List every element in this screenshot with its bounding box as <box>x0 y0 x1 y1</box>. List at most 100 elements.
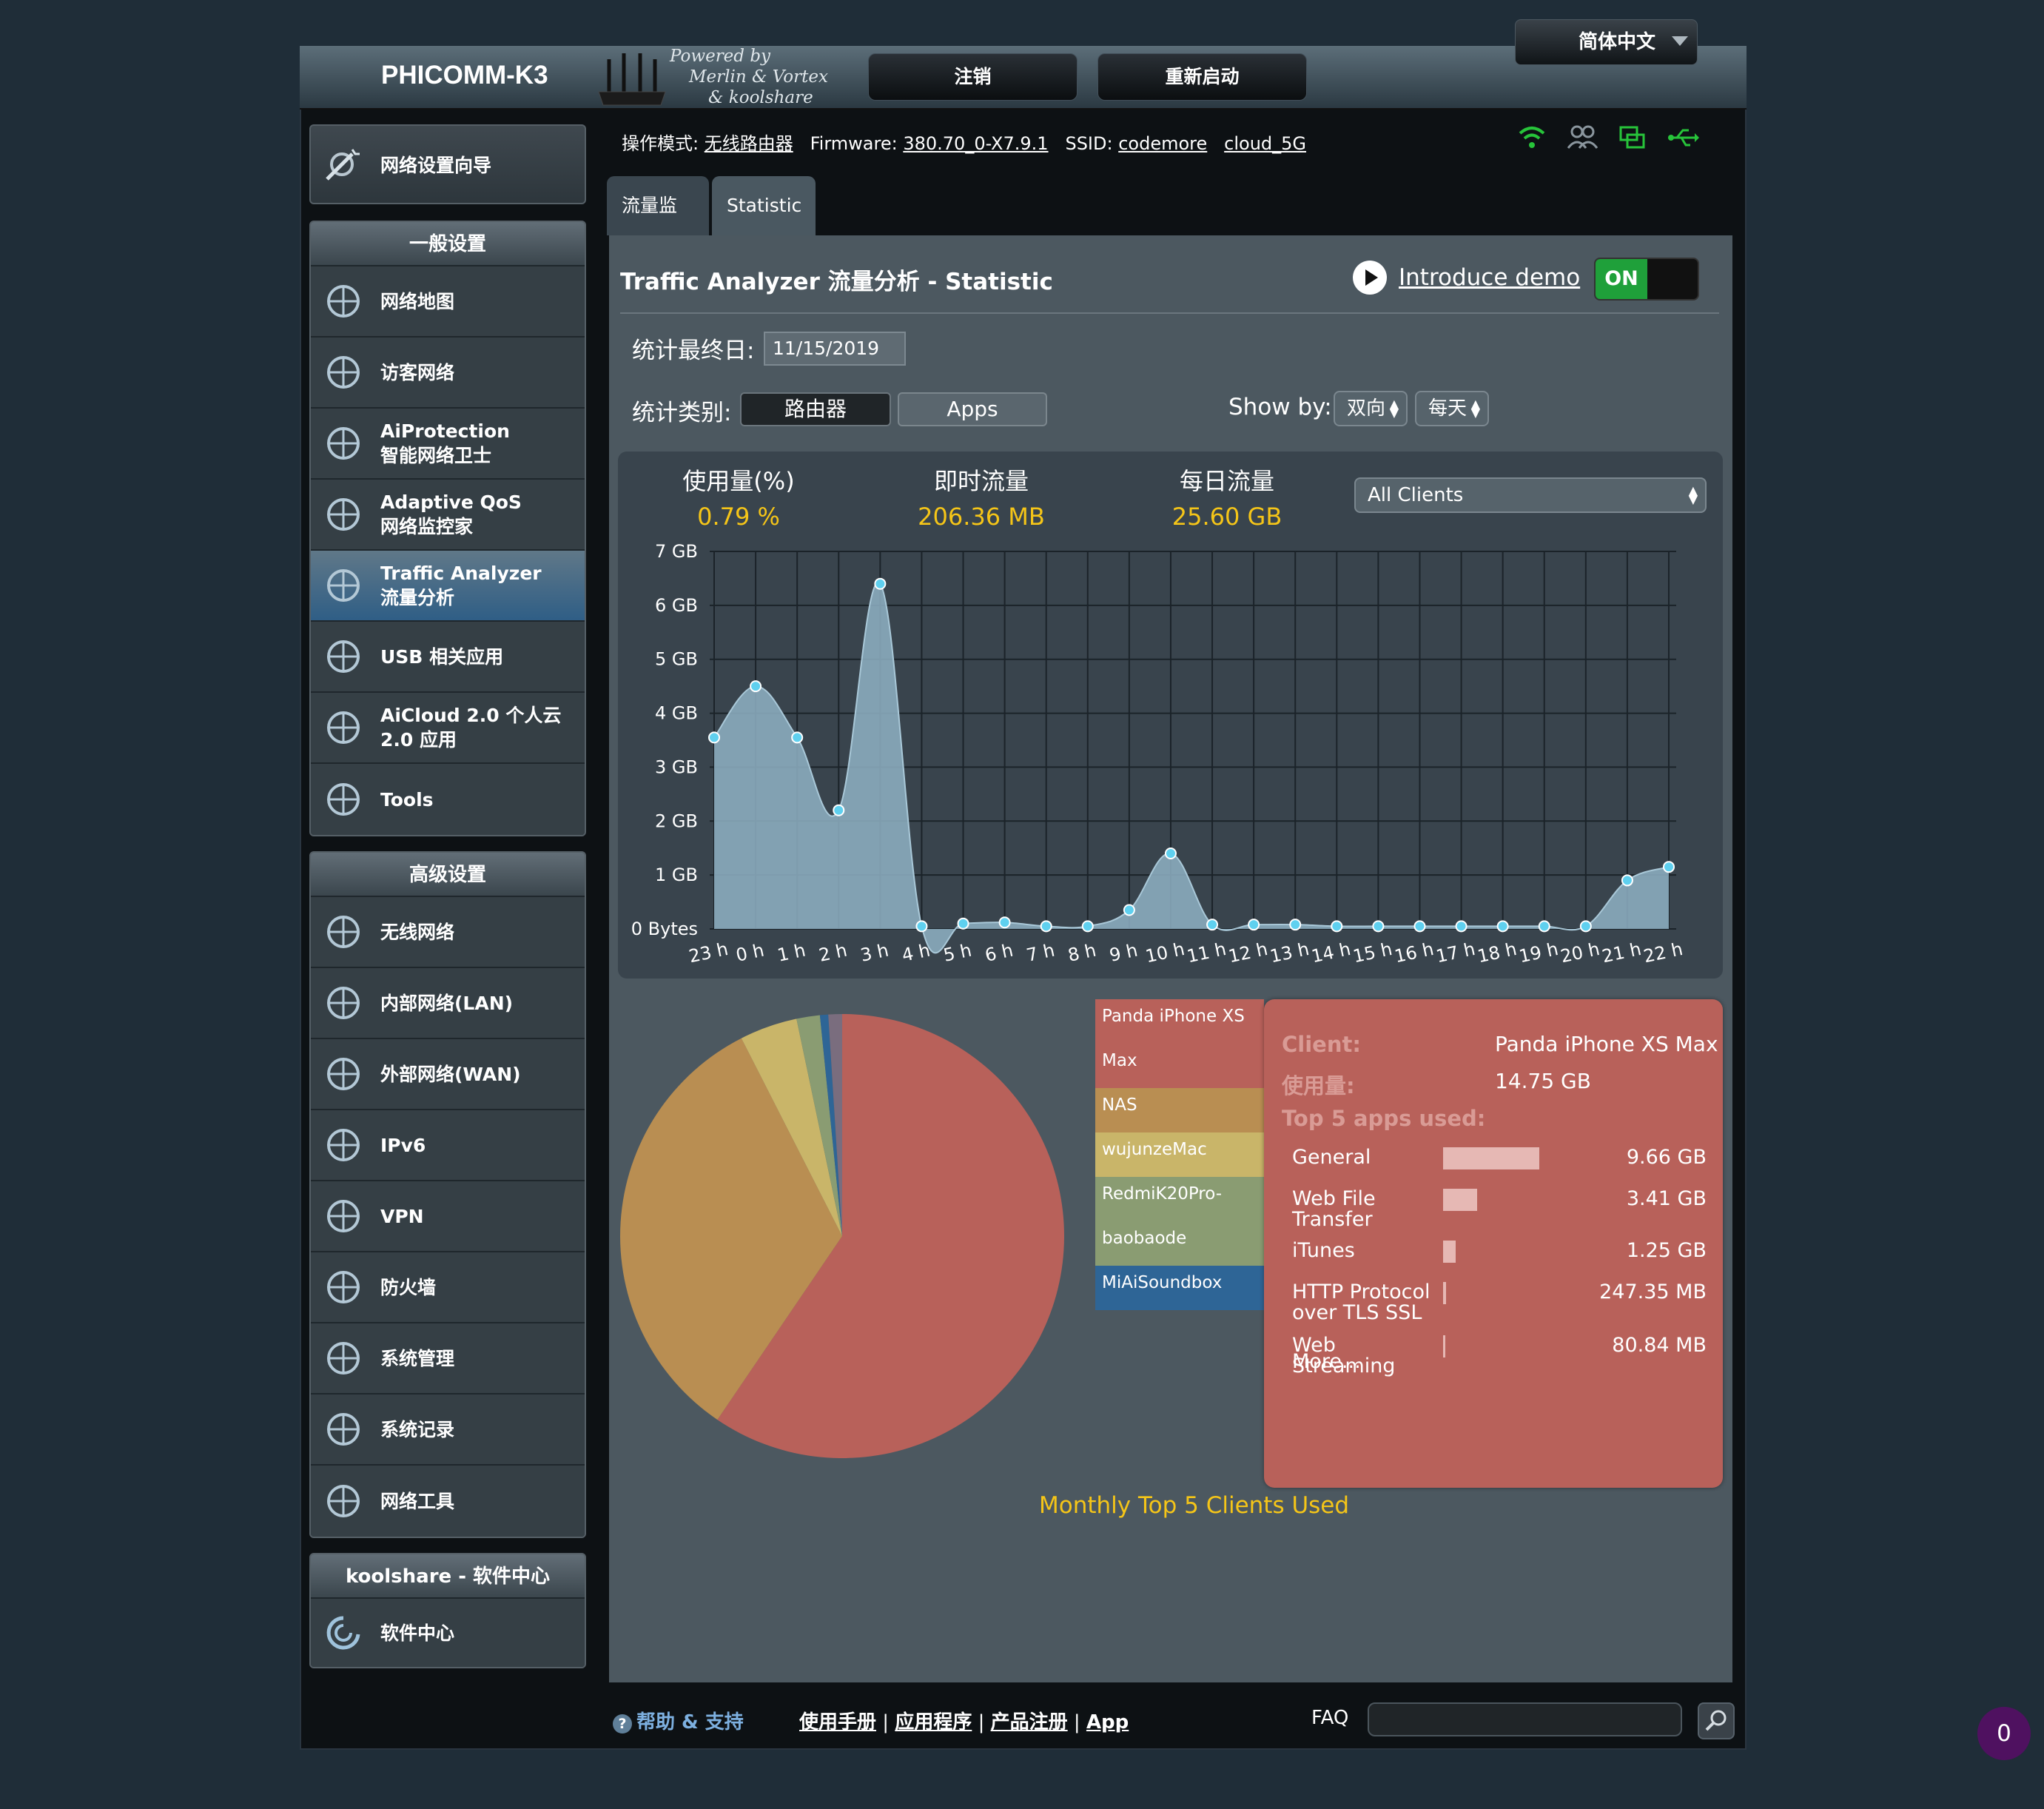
clients-select[interactable]: All Clients ▲ ▼ <box>1354 477 1707 513</box>
x-tick-label: 7 h <box>1024 940 1056 966</box>
legend-item-wujunzemac[interactable]: wujunzeMac <box>1095 1132 1264 1177</box>
data-point[interactable] <box>1081 920 1094 933</box>
sidebar-item-general-1[interactable]: 访客网络 <box>311 338 585 409</box>
data-point[interactable] <box>1496 920 1509 933</box>
koolshare-title: koolshare - 软件中心 <box>311 1554 585 1599</box>
introduce-demo-link[interactable]: Introduce demo <box>1353 261 1580 295</box>
language-select[interactable]: 简体中文 <box>1515 19 1698 65</box>
reboot-button[interactable]: 重新启动 <box>1097 53 1307 101</box>
data-point[interactable] <box>750 680 762 693</box>
tab-statistic[interactable]: Statistic <box>712 176 816 235</box>
manual-link[interactable]: 使用手册 <box>799 1711 877 1734</box>
x-tick-label: 6 h <box>983 940 1015 966</box>
search-button[interactable] <box>1698 1702 1735 1739</box>
legend-item-miaisoundbox[interactable]: MiAiSoundbox <box>1095 1266 1264 1310</box>
pie-slice[interactable] <box>620 1038 842 1420</box>
sidebar-item-advanced-0[interactable]: 无线网络 <box>311 897 585 968</box>
date-input[interactable]: 11/15/2019 <box>764 332 906 366</box>
usage-value: 14.75 GB <box>1495 1069 1591 1093</box>
data-point[interactable] <box>1455 920 1468 933</box>
data-point[interactable] <box>1164 848 1177 859</box>
help-support[interactable]: ? 帮助 & 支持 <box>613 1707 744 1734</box>
data-point[interactable] <box>1248 919 1260 931</box>
sidebar-item-general-3[interactable]: Adaptive QoS 网络监控家 <box>311 480 585 551</box>
period-select[interactable]: 每天 ▲ ▼ <box>1415 391 1489 426</box>
data-point[interactable] <box>915 920 928 933</box>
faq-search-input[interactable] <box>1368 1702 1682 1736</box>
pie-slice[interactable] <box>819 1014 842 1236</box>
daily-traffic-metric: 每日流量 25.60 GB <box>1171 467 1282 531</box>
tab-traffic-monitor[interactable]: 流量监控 <box>607 176 709 275</box>
pie-slice[interactable] <box>828 1014 842 1236</box>
sidebar-item-label: Adaptive QoS 网络监控家 <box>380 491 522 537</box>
data-point[interactable] <box>1289 919 1302 931</box>
sidebar-item-general-5[interactable]: USB 相关应用 <box>311 622 585 693</box>
app-name: HTTP Protocol over TLS SSL <box>1292 1281 1431 1324</box>
data-point[interactable] <box>1663 861 1675 873</box>
data-point[interactable] <box>708 731 720 744</box>
sidebar-item-advanced-5[interactable]: 防火墙 <box>311 1252 585 1323</box>
clients-icon[interactable] <box>1566 123 1598 152</box>
sidebar-item-advanced-7[interactable]: 系统记录 <box>311 1394 585 1466</box>
app-link[interactable]: App <box>1086 1711 1129 1734</box>
analyzer-toggle[interactable]: ON <box>1594 258 1699 301</box>
app-name: iTunes <box>1292 1239 1355 1262</box>
firmware-link[interactable]: 380.70_0-X7.9.1 <box>903 133 1049 154</box>
data-point[interactable] <box>1579 920 1592 933</box>
router-logo-icon <box>598 53 666 106</box>
mode-link[interactable]: 无线路由器 <box>704 133 793 154</box>
data-point[interactable] <box>998 916 1011 929</box>
pie-slice[interactable] <box>741 1018 842 1236</box>
direction-select[interactable]: 双向 ▲ ▼ <box>1334 391 1408 426</box>
sidebar-item-general-2[interactable]: AiProtection 智能网络卫士 <box>311 409 585 480</box>
pie-slice[interactable] <box>796 1015 842 1236</box>
data-point[interactable] <box>874 577 887 590</box>
sidebar-item-general-0[interactable]: 网络地图 <box>311 266 585 338</box>
logout-button[interactable]: 注销 <box>868 53 1078 101</box>
sidebar-item-advanced-2[interactable]: 外部网络(WAN) <box>311 1039 585 1110</box>
help-icon: ? <box>613 1714 632 1734</box>
pie-slice[interactable] <box>717 1014 1064 1458</box>
sidebar-item-advanced-3[interactable]: IPv6 <box>311 1110 585 1181</box>
legend-item-panda[interactable]: Panda iPhone XS Max <box>1095 999 1264 1088</box>
sidebar-item-advanced-4[interactable]: VPN <box>311 1181 585 1252</box>
notification-bubble[interactable]: 0 <box>1977 1707 2031 1760</box>
data-point[interactable] <box>1206 919 1219 931</box>
wifi-icon[interactable] <box>1517 123 1547 152</box>
usb-icon[interactable] <box>1667 123 1701 152</box>
syslog-icon <box>327 1413 360 1446</box>
apps-link[interactable]: 应用程序 <box>895 1711 972 1734</box>
data-point[interactable] <box>957 917 969 930</box>
type-apps-button[interactable]: Apps <box>898 392 1047 426</box>
data-point[interactable] <box>1621 874 1633 887</box>
data-point[interactable] <box>1123 904 1135 916</box>
ssid-link-1[interactable]: codemore <box>1118 133 1208 154</box>
legend-item-redmik20pro[interactable]: RedmiK20Pro-baobaode <box>1095 1177 1264 1266</box>
more-apps-link[interactable]: More... <box>1292 1350 1361 1373</box>
sidebar-item-general-4[interactable]: Traffic Analyzer 流量分析 <box>311 551 585 622</box>
x-tick-label: 2 h <box>817 940 849 966</box>
ipv6-icon <box>327 1129 360 1161</box>
data-point[interactable] <box>1538 920 1550 933</box>
ssid-link-2[interactable]: cloud_5G <box>1224 133 1307 154</box>
play-icon <box>1353 261 1387 295</box>
sidebar-item-software-center[interactable]: 软件中心 <box>311 1599 585 1667</box>
data-point[interactable] <box>1372 920 1385 933</box>
data-point[interactable] <box>1040 920 1052 933</box>
internet-status-icon[interactable] <box>1618 123 1647 152</box>
data-point[interactable] <box>1331 920 1343 933</box>
sidebar-item-advanced-6[interactable]: 系统管理 <box>311 1323 585 1394</box>
data-point[interactable] <box>833 804 845 816</box>
sidebar-item-general-6[interactable]: AiCloud 2.0 个人云 2.0 应用 <box>311 693 585 764</box>
register-link[interactable]: 产品注册 <box>990 1711 1068 1734</box>
x-tick-label: 12 h <box>1226 939 1269 967</box>
type-label: 统计类别: <box>632 400 732 426</box>
type-router-button[interactable]: 路由器 <box>740 392 891 426</box>
sidebar-item-general-7[interactable]: Tools <box>311 764 585 835</box>
data-point[interactable] <box>791 731 804 744</box>
sidebar-item-advanced-1[interactable]: 内部网络(LAN) <box>311 968 585 1039</box>
wizard-button[interactable]: 网络设置向导 <box>309 124 586 204</box>
legend-item-nas[interactable]: NAS <box>1095 1088 1264 1132</box>
data-point[interactable] <box>1413 920 1426 933</box>
sidebar-item-advanced-8[interactable]: 网络工具 <box>311 1466 585 1537</box>
